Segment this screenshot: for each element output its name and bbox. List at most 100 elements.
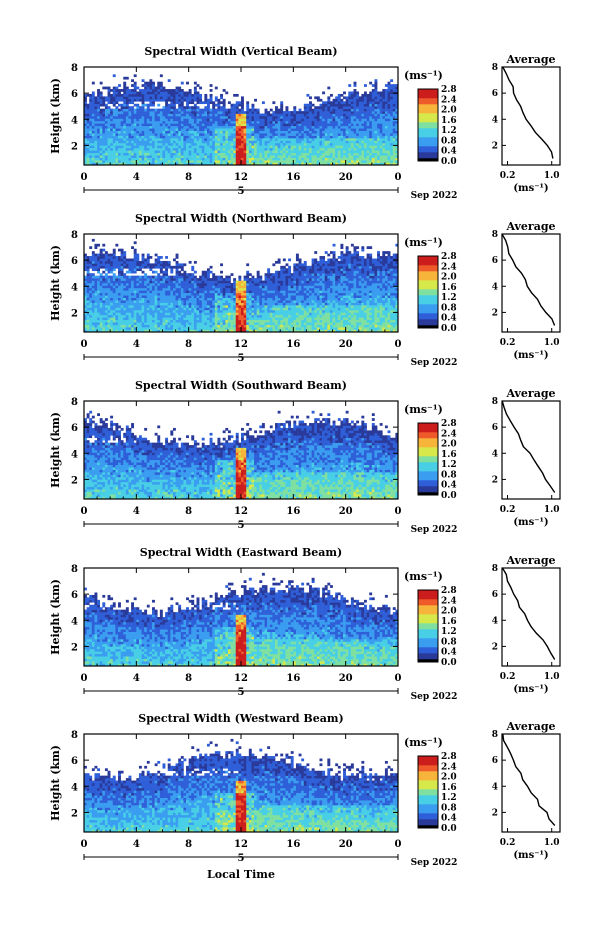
heatmap-cell — [256, 130, 260, 134]
heatmap-cell — [392, 86, 396, 90]
heatmap-cell — [311, 138, 315, 141]
heatmap-cell — [91, 111, 95, 114]
heatmap-cell — [340, 130, 344, 134]
heatmap-cell — [107, 292, 111, 296]
heatmap-cell — [159, 309, 163, 313]
heatmap-cell — [125, 292, 129, 296]
heatmap-cell — [206, 297, 210, 301]
heatmap-cell — [136, 268, 140, 272]
heatmap-cell — [196, 157, 200, 161]
heatmap-cell — [178, 300, 182, 303]
heatmap-cell — [170, 283, 174, 286]
heatmap-cell — [146, 81, 150, 85]
heatmap-cell — [152, 162, 155, 166]
heatmap-cell — [363, 123, 367, 127]
heatmap-cell — [102, 292, 106, 296]
heatmap-cell — [107, 297, 111, 301]
heatmap-cell — [379, 118, 383, 122]
heatmap-cell — [332, 123, 336, 127]
heatmap-cell — [340, 140, 344, 144]
heatmap-cell — [261, 118, 265, 122]
heatmap-cell — [118, 123, 121, 127]
heatmap-cell — [133, 307, 137, 311]
heatmap-cell — [225, 108, 229, 112]
heatmap-cell — [107, 295, 111, 298]
heatmap-cell — [128, 314, 132, 318]
heatmap-cell — [256, 162, 260, 166]
heatmap-cell — [115, 108, 119, 112]
heatmap-cell — [125, 160, 129, 163]
heatmap-cell — [159, 130, 163, 134]
heatmap-cell — [332, 103, 336, 107]
heatmap-cell — [350, 150, 354, 154]
heatmap-cell — [387, 152, 391, 156]
heatmap-cell — [104, 86, 108, 90]
heatmap-cell — [191, 106, 195, 109]
heatmap-cell — [282, 128, 286, 131]
heatmap-cell — [144, 278, 148, 281]
heatmap-cell — [191, 312, 195, 316]
heatmap-cell — [238, 103, 242, 107]
heatmap-cell — [295, 130, 299, 134]
heatmap-cell — [172, 111, 176, 114]
heatmap-cell — [170, 150, 174, 154]
heatmap-cell — [128, 96, 132, 100]
heatmap-cell — [104, 118, 108, 122]
heatmap-cell — [314, 108, 318, 112]
heatmap-cell — [138, 324, 142, 328]
heatmap-cell — [206, 145, 210, 149]
colorbar-segment — [418, 131, 438, 135]
heatmap-cell — [267, 155, 271, 158]
heatmap-cell — [144, 297, 148, 301]
heatmap-cell — [97, 101, 100, 105]
heatmap-cell — [186, 103, 189, 107]
heatmap-cell — [309, 145, 312, 149]
heatmap-cell — [191, 300, 195, 303]
heatmap-cell — [84, 312, 87, 316]
heatmap-cell — [319, 128, 323, 131]
heatmap-cell — [162, 89, 166, 92]
heatmap-cell — [204, 287, 208, 291]
heatmap-cell — [154, 150, 158, 154]
heatmap-cell — [167, 157, 171, 161]
heatmap-cell — [384, 160, 388, 163]
heatmap-cell — [295, 123, 299, 127]
heatmap-cell — [102, 130, 106, 134]
heatmap-cell — [175, 160, 179, 163]
heatmap-cell — [149, 113, 153, 117]
heatmap-cell — [295, 155, 299, 158]
heatmap-cell — [123, 101, 127, 105]
heatmap-cell — [264, 133, 268, 136]
heatmap-cell — [118, 268, 121, 272]
heatmap-cell — [343, 160, 346, 163]
heatmap-cell — [159, 108, 163, 112]
heatmap-cell — [196, 152, 200, 156]
heatmap-cell — [178, 138, 182, 141]
heatmap-cell — [369, 147, 373, 151]
heatmap-cell — [206, 268, 210, 272]
heatmap-cell — [248, 113, 252, 117]
heatmap-cell — [183, 106, 187, 109]
heatmap-cell — [212, 317, 216, 321]
heatmap-cell — [138, 157, 142, 161]
heatmap-cell — [183, 312, 187, 316]
heatmap-cell — [138, 268, 142, 272]
heatmap-cell — [97, 130, 100, 134]
heatmap-cell — [227, 128, 231, 131]
heatmap-cell — [183, 108, 187, 112]
heatmap-cell — [358, 162, 362, 166]
heatmap-cell — [285, 125, 289, 129]
heatmap-cell — [306, 152, 310, 156]
colorbar-segment — [418, 107, 438, 111]
heatmap-cell — [345, 142, 349, 146]
heatmap-cell — [201, 150, 205, 154]
heatmap-cell — [167, 317, 171, 321]
heatmap-cell — [172, 283, 176, 286]
heatmap-cell — [146, 118, 150, 122]
heatmap-cell — [322, 162, 326, 166]
heatmap-cell — [175, 273, 179, 276]
heatmap-cell — [128, 125, 132, 129]
heatmap-cell — [123, 106, 127, 109]
heatmap-cell — [209, 133, 213, 136]
heatmap-cell — [91, 160, 95, 163]
